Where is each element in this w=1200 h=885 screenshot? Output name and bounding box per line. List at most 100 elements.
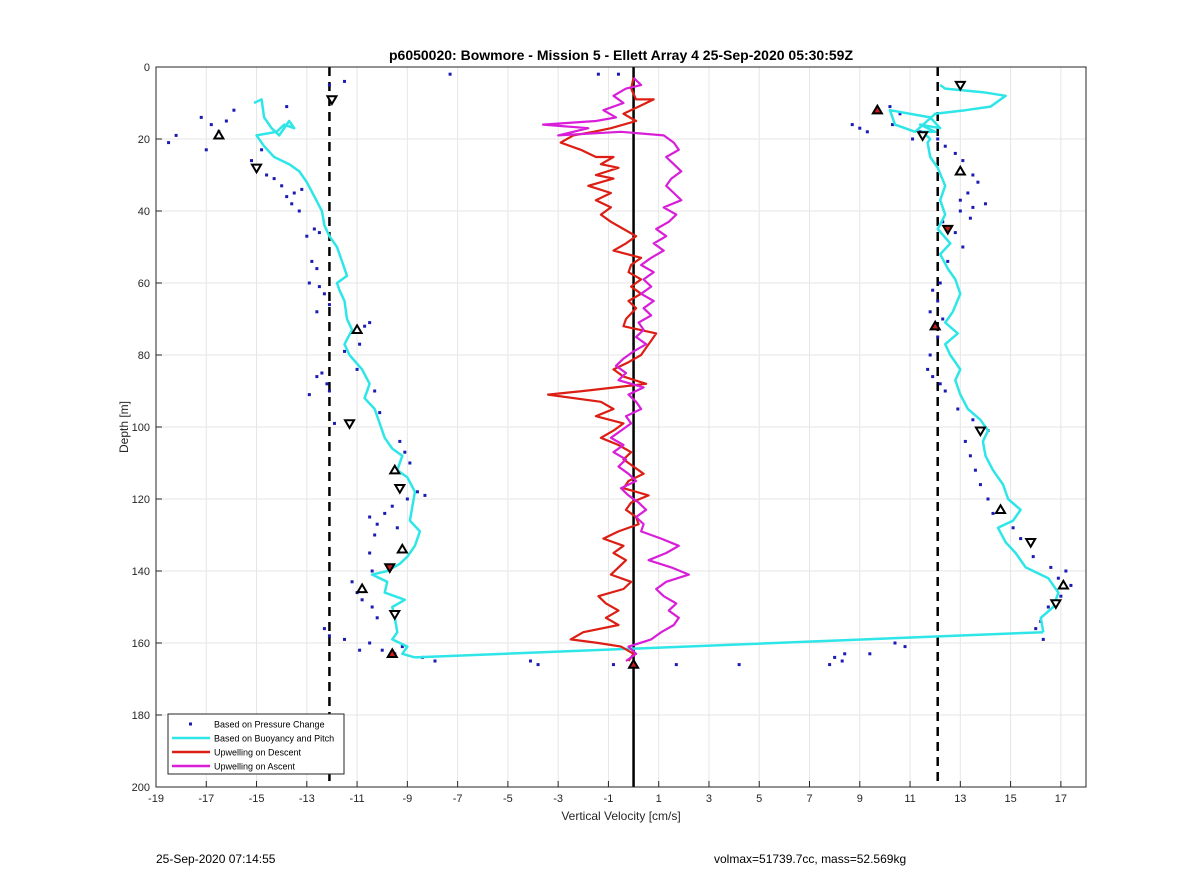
- pressure-change-point: [850, 123, 854, 127]
- pressure-change-point: [305, 234, 309, 238]
- pressure-change-point: [858, 126, 862, 130]
- pressure-change-point: [958, 209, 962, 213]
- legend-label: Upwelling on Descent: [214, 748, 302, 758]
- pressure-change-point: [375, 616, 379, 620]
- pressure-change-point: [936, 299, 940, 303]
- pressure-change-point: [423, 493, 427, 497]
- pressure-change-point: [370, 569, 374, 573]
- pressure-change-point: [928, 353, 932, 357]
- pressure-change-point: [355, 367, 359, 371]
- pressure-change-point: [322, 627, 326, 631]
- pressure-change-point: [315, 310, 319, 314]
- pressure-change-point: [380, 648, 384, 652]
- pressure-change-point: [350, 580, 354, 584]
- y-tick-label: 200: [132, 782, 150, 794]
- triangle-marker: [1049, 599, 1063, 610]
- x-tick-label: -9: [402, 793, 412, 805]
- tick-labels: -19 -17 -15 -13 -11 -9 -7 -5 -3 -1 1 3 5 7 9 11 13 15 1702…: [132, 62, 1067, 805]
- triangle-marker: [388, 463, 402, 475]
- pressure-change-point: [390, 504, 394, 508]
- y-tick-label: 120: [132, 494, 150, 506]
- pressure-change-point: [290, 202, 294, 206]
- pressure-change-point: [936, 137, 940, 141]
- pressure-change-point: [368, 551, 372, 555]
- pressure-change-point: [403, 450, 407, 454]
- pressure-change-point: [373, 389, 377, 393]
- pressure-change-point: [890, 123, 894, 127]
- pressure-change-point: [448, 72, 452, 76]
- pressure-change-point: [1046, 605, 1050, 609]
- triangle-marker: [396, 542, 409, 554]
- pressure-change-point: [408, 461, 412, 465]
- pressure-change-point: [1031, 555, 1035, 559]
- pressure-change-point: [1034, 627, 1038, 631]
- pressure-change-point: [317, 285, 321, 289]
- triangle-marker: [1024, 538, 1037, 549]
- pressure-change-point: [280, 184, 284, 188]
- y-tick-label: 20: [138, 134, 150, 146]
- x-tick-label: 7: [806, 793, 812, 805]
- legend-label: Based on Pressure Change: [214, 720, 325, 730]
- triangle-marker: [355, 582, 369, 594]
- y-tick-label: 60: [138, 278, 150, 290]
- pressure-change-point: [383, 511, 387, 515]
- triangle-marker: [343, 419, 356, 430]
- y-tick-label: 180: [132, 710, 150, 722]
- triangle-marker: [325, 95, 339, 106]
- pressure-change-point: [1049, 565, 1053, 569]
- y-tick-label: 160: [132, 638, 150, 650]
- pressure-change-point: [893, 641, 897, 645]
- pressure-change-point: [978, 483, 982, 487]
- pressure-change-point: [405, 497, 409, 501]
- triangle-marker: [941, 224, 955, 236]
- pressure-change-point: [971, 173, 975, 177]
- x-tick-label: 11: [904, 793, 915, 805]
- upwelling-ascent-line: [542, 77, 690, 662]
- pressure-change-point: [973, 468, 977, 472]
- pressure-change-point: [865, 130, 869, 134]
- pressure-change-point: [616, 72, 620, 76]
- pressure-change-point: [232, 108, 236, 112]
- legend: Based on Pressure Change Based on Buoyanc…: [167, 713, 345, 775]
- pressure-change-point: [833, 655, 837, 659]
- triangle-marker: [627, 658, 640, 669]
- triangle-marker: [871, 103, 884, 115]
- pressure-change-point: [272, 177, 276, 181]
- pressure-change-point: [943, 389, 947, 393]
- pressure-change-point: [368, 321, 372, 325]
- pressure-change-point: [378, 411, 382, 415]
- pressure-change-point: [976, 180, 980, 184]
- pressure-change-point: [946, 259, 950, 263]
- triangle-marker: [250, 163, 263, 175]
- pressure-change-point: [737, 663, 741, 667]
- pressure-change-point: [840, 659, 844, 663]
- pressure-change-point: [926, 367, 930, 371]
- pressure-change-point: [343, 79, 347, 83]
- marker-layer: [212, 80, 1070, 669]
- pressure-change-point: [911, 137, 915, 141]
- x-tick-label: 1: [656, 793, 662, 805]
- y-tick-label: 140: [132, 566, 150, 578]
- pressure-change-point: [285, 195, 289, 199]
- pressure-change-point: [199, 115, 203, 119]
- triangle-marker: [954, 80, 967, 92]
- pressure-change-point: [297, 209, 301, 213]
- x-tick-label: 15: [1004, 793, 1016, 805]
- pressure-change-point: [265, 173, 269, 177]
- pressure-change-point: [971, 418, 975, 422]
- pressure-change-point: [968, 216, 972, 220]
- pressure-change-point: [1011, 526, 1015, 530]
- pressure-change-point: [260, 148, 264, 152]
- pressure-change-point: [898, 112, 902, 116]
- triangle-marker: [388, 610, 402, 621]
- pressure-change-point: [961, 159, 965, 163]
- pressure-change-point: [828, 663, 832, 667]
- pressure-change-point: [956, 407, 960, 411]
- x-tick-label: -1: [604, 793, 614, 805]
- pressure-change-point: [529, 659, 533, 663]
- pressure-change-point: [1064, 569, 1068, 573]
- pressure-change-point: [167, 141, 171, 145]
- pressure-change-point: [360, 598, 364, 602]
- pressure-change-point: [971, 205, 975, 209]
